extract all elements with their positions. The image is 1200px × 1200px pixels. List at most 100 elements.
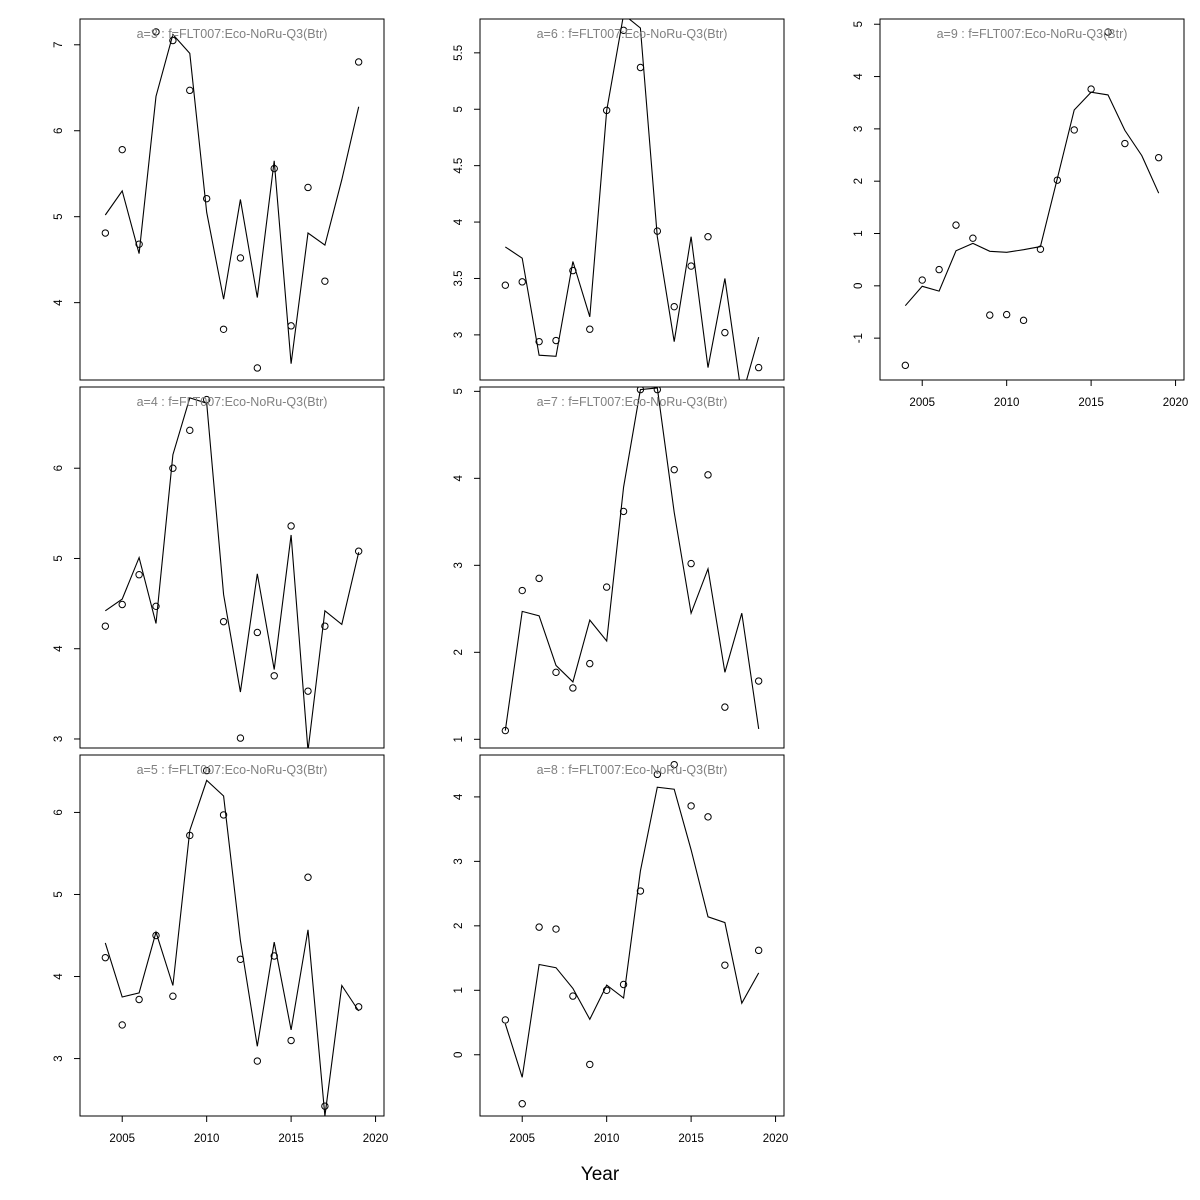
y-tick-label: 1 [453,736,465,742]
observed-point [586,325,594,333]
x-tick-label: 2020 [1163,397,1189,409]
observed-point [135,240,143,248]
y-tick-label: 3 [53,736,65,742]
observed-point [186,831,194,840]
observed-point [219,617,228,626]
y-tick-label: 4 [853,73,865,80]
panel-title: a=5 : f=FLT007:Eco-NoRu-Q3(Btr) [137,763,328,777]
observed-point [321,622,329,630]
panel-2: 3 4 5 6 2005 2010 2015 2020 a=5 : f=FLT007:Eco-N… [53,754,388,1145]
y-tick-label: 4 [53,299,65,306]
fitted-line [104,397,360,748]
observed-point [236,955,245,963]
x-tick-label: 2015 [278,1133,304,1145]
observed-point [569,992,577,1000]
observed-point [253,628,262,637]
fitted-line [504,786,760,1078]
observed-point [202,766,211,775]
observed-point [636,63,645,72]
observed-point [1104,28,1112,36]
observed-point [901,361,910,370]
y-tick-label: -1 [853,333,865,343]
plot-frame [79,754,385,1117]
observed-point [670,302,678,311]
panel-title: a=7 : f=FLT007:Eco-NoRu-Q3(Btr) [537,395,728,409]
observed-point [754,946,763,955]
panel-5: 0 1 2 3 4 2005 2010 2015 2020 a=8 : f=FLT007:Eco-… [453,754,789,1145]
fitted-line [904,91,1160,307]
observed-point [569,684,577,692]
y-tick-label: 2 [453,649,465,655]
panel-4: 1 2 3 4 5 a=7 : f=FLT007:Eco-NoRu-Q3(Btr) [453,386,785,749]
y-tick-label: 4.5 [453,158,465,174]
fitted-line [504,387,760,731]
observed-point [118,145,126,154]
observed-point [653,227,662,235]
fitted-line [104,779,360,1116]
observed-point [186,426,194,435]
observed-point [602,583,611,591]
observed-point [518,586,526,595]
fitted-line [104,33,360,364]
y-tick-label: 4 [453,793,465,800]
y-tick-label: 4 [53,973,65,980]
observed-point [321,1102,329,1110]
y-tick-label: 3 [53,1055,65,1061]
observed-point [670,760,678,769]
y-tick-label: 6 [53,809,65,815]
observed-point [670,465,678,474]
observed-point [270,952,278,960]
observed-point [552,668,560,677]
observed-point [1070,126,1078,134]
y-tick-label: 5 [53,555,65,561]
observed-point [236,254,245,262]
observed-point [287,322,295,330]
observed-point [304,687,312,695]
observed-point [619,26,628,34]
y-tick-label: 5 [853,21,865,27]
y-tick-label: 3 [453,332,465,338]
observed-point [619,980,628,989]
observed-point [1002,310,1011,319]
observed-point [354,547,363,555]
observed-point [1154,153,1163,162]
observed-point [535,337,543,346]
panel-title: a=3 : f=FLT007:Eco-NoRu-Q3(Btr) [137,27,328,41]
y-tick-label: 0 [453,1052,465,1058]
x-tick-label: 2020 [763,1133,789,1145]
observed-point [169,992,177,1000]
panel-6: -1 0 1 2 3 4 5 2005 2010 2015 2020 a=9 : f=FLT007:E… [853,18,1189,409]
observed-point [287,522,295,530]
plot-frame [879,18,1185,381]
panel-title: a=9 : f=FLT007:Eco-NoRu-Q3(Btr) [937,27,1128,41]
observed-point [1036,245,1045,253]
data-layer [501,387,763,735]
data-layer [101,395,363,748]
panel-title: a=4 : f=FLT007:Eco-NoRu-Q3(Btr) [137,395,328,409]
observed-point [152,602,160,611]
x-tick-label: 2010 [194,1133,220,1145]
observed-point [118,600,126,609]
fitted-line [504,19,760,380]
observed-point [569,266,577,275]
observed-point [118,1021,126,1029]
observed-point [202,395,211,404]
observed-point [501,281,510,289]
plot-frame [79,18,385,381]
y-tick-label: 0 [853,283,865,289]
observed-point [586,659,594,668]
observed-point [219,811,228,819]
observed-point [236,734,245,742]
observed-point [935,265,943,274]
y-tick-label: 3 [453,562,465,568]
observed-point [619,507,628,516]
observed-point [287,1036,295,1045]
y-tick-label: 4 [453,475,465,482]
observed-point [202,194,211,203]
observed-point [354,58,363,66]
y-tick-label: 2 [453,923,465,929]
panel-title: a=6 : f=FLT007:Eco-NoRu-Q3(Btr) [537,27,728,41]
observed-point [253,1057,262,1065]
observed-point [304,873,312,881]
